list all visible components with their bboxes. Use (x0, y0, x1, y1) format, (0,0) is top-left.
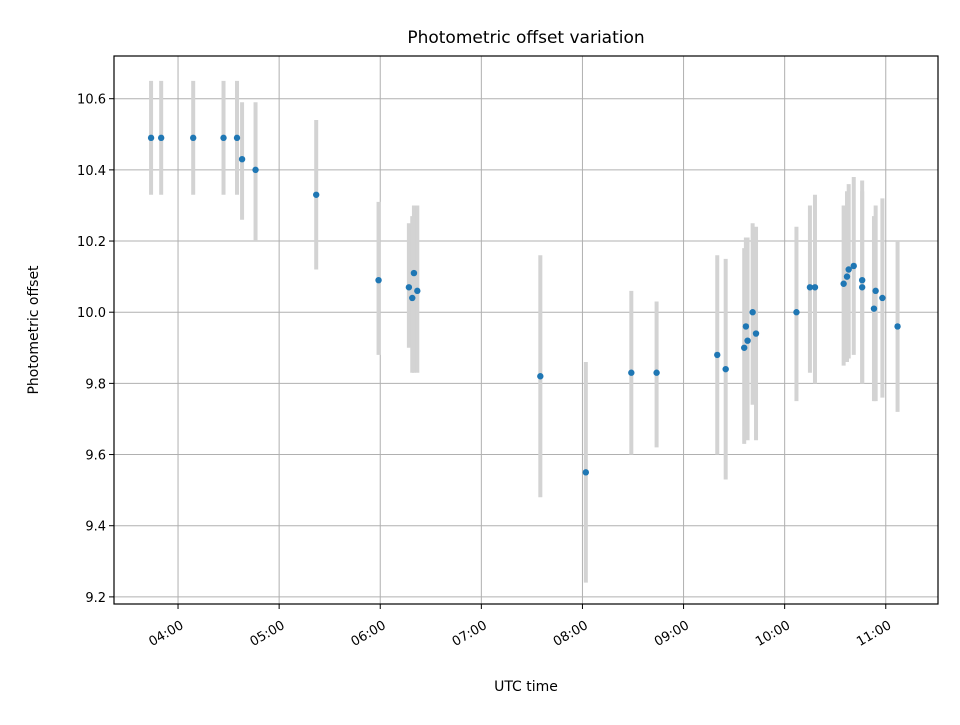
data-point (414, 287, 421, 295)
data-point (872, 287, 879, 295)
data-point (410, 269, 418, 277)
data-point (742, 323, 750, 330)
grid (114, 56, 938, 604)
y-tick-label: 9.4 (85, 520, 106, 535)
y-tick-label: 9.8 (85, 377, 106, 392)
data-point (870, 305, 878, 312)
data-point (252, 166, 259, 174)
data-point (238, 155, 246, 163)
data-point (313, 191, 320, 198)
plot-frame (113, 55, 939, 605)
y-axis-label: Photometric offset (26, 265, 42, 395)
data-point (233, 134, 241, 142)
data-point (752, 330, 760, 337)
y-tick-label: 9.6 (85, 449, 106, 464)
data-point (793, 309, 800, 316)
data-point (722, 365, 729, 373)
chart-title: Photometric offset variation (407, 28, 644, 48)
data-point (582, 469, 590, 476)
data-point (714, 351, 721, 359)
data-point (749, 309, 756, 316)
data-point (843, 273, 851, 280)
data-point (409, 294, 416, 302)
y-tick-label: 10.0 (77, 306, 106, 321)
y-axis-ticks: 9.2 9.4 9.6 9.8 10.0 10.2 10.4 10.6 (77, 93, 114, 606)
data-points (147, 134, 901, 476)
data-point (811, 284, 819, 291)
data-point (894, 323, 901, 330)
y-tick-label: 10.4 (77, 164, 106, 179)
data-point (653, 369, 660, 376)
data-point (879, 294, 886, 302)
x-axis-label: UTC time (494, 679, 558, 695)
data-point (628, 369, 635, 376)
y-tick-label: 9.2 (85, 591, 106, 606)
data-point (858, 284, 866, 291)
data-point (375, 276, 382, 284)
data-point (189, 134, 197, 142)
data-point (147, 134, 155, 142)
data-point (858, 276, 866, 284)
data-point (840, 280, 847, 287)
y-tick-label: 10.2 (77, 235, 106, 250)
data-point (537, 373, 544, 380)
y-tick-label: 10.6 (77, 93, 106, 108)
data-point (744, 337, 751, 344)
data-point (157, 134, 165, 142)
data-point (850, 262, 857, 270)
data-point (806, 284, 814, 291)
data-point (405, 284, 413, 291)
data-point (845, 266, 852, 273)
data-point (220, 134, 227, 142)
data-point (741, 344, 748, 351)
